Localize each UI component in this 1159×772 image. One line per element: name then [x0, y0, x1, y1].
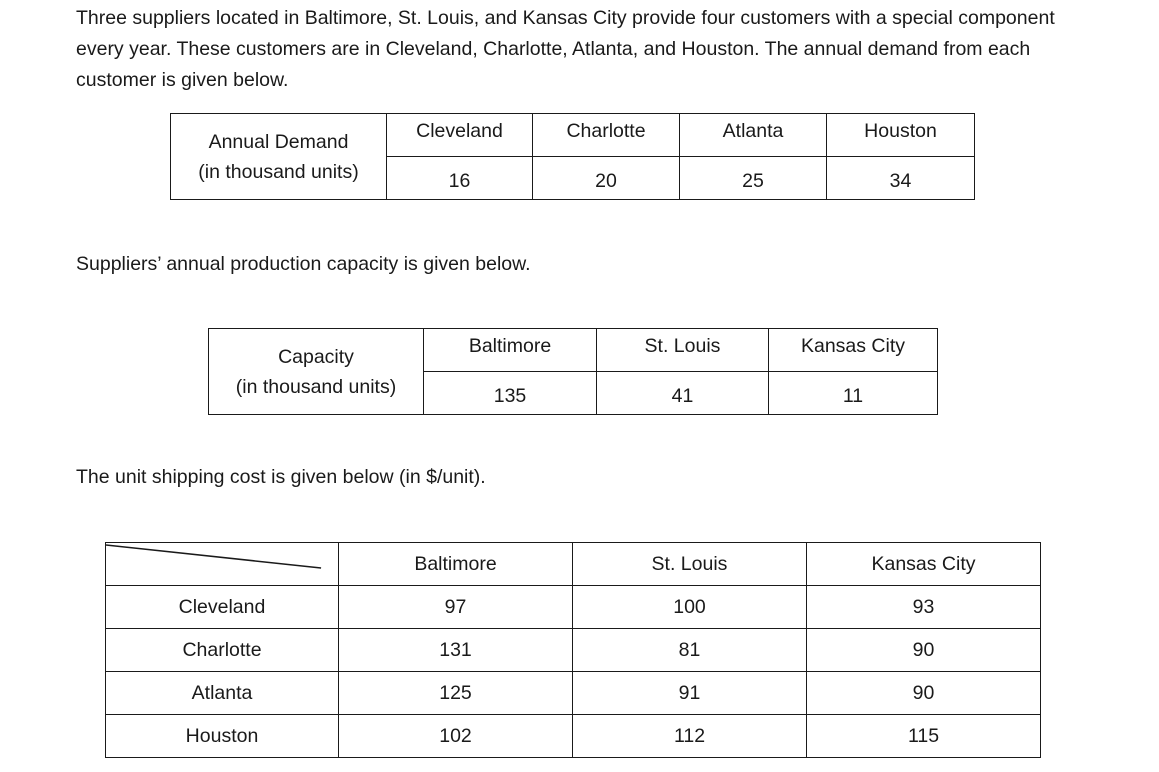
cost-supplier-header: Kansas City — [806, 542, 1041, 586]
cost-customer-label: Houston — [105, 714, 339, 758]
demand-value-row: 16 20 25 34 — [171, 156, 975, 200]
capacity-value-cell: 41 — [596, 371, 769, 415]
cost-value-cell: 100 — [572, 585, 807, 629]
cost-row: Houston 102 112 115 — [105, 714, 1041, 758]
cost-value-cell: 81 — [572, 628, 807, 672]
demand-customer-header: Cleveland — [386, 113, 533, 157]
demand-label-line2: (in thousand units) — [198, 160, 359, 183]
capacity-label-line2: (in thousand units) — [235, 375, 397, 398]
cost-value-cell: 102 — [338, 714, 573, 758]
capacity-label-line1: Capacity — [278, 345, 354, 368]
demand-header-row: Annual Demand (in thousand units) Clevel… — [170, 113, 975, 200]
cost-value-cell: 90 — [806, 671, 1041, 715]
cost-value-cell: 90 — [806, 628, 1041, 672]
demand-customer-header: Houston — [826, 113, 975, 157]
demand-value-cell: 20 — [532, 156, 680, 200]
capacity-supplier-header: Kansas City — [768, 328, 938, 372]
capacity-table: Capacity (in thousand units) Baltimore S… — [208, 328, 938, 415]
cost-supplier-header: St. Louis — [572, 542, 807, 586]
demand-customer-header: Atlanta — [679, 113, 827, 157]
capacity-value-row: 135 41 11 — [209, 371, 938, 415]
demand-value-cell: 34 — [826, 156, 975, 200]
cost-value-cell: 93 — [806, 585, 1041, 629]
supply-paragraph: Suppliers’ annual production capacity is… — [76, 253, 531, 275]
capacity-header-row: Capacity (in thousand units) Baltimore S… — [208, 328, 938, 415]
cost-row: Charlotte 131 81 90 — [105, 628, 1041, 672]
capacity-row-label: Capacity (in thousand units) — [208, 328, 424, 415]
cost-row: Atlanta 125 91 90 — [105, 671, 1041, 715]
cost-value-cell: 115 — [806, 714, 1041, 758]
cost-row: Cleveland 97 100 93 — [105, 585, 1041, 629]
cost-customer-label: Charlotte — [105, 628, 339, 672]
cost-value-cell: 125 — [338, 671, 573, 715]
cost-header-row: Baltimore St. Louis Kansas City — [105, 542, 1041, 586]
cost-value-cell: 97 — [338, 585, 573, 629]
cost-value-cell: 91 — [572, 671, 807, 715]
demand-value-cell: 25 — [679, 156, 827, 200]
cost-supplier-header: Baltimore — [338, 542, 573, 586]
cost-customer-label: Cleveland — [105, 585, 339, 629]
cost-value-cell: 112 — [572, 714, 807, 758]
cost-corner-cell — [105, 542, 339, 586]
demand-value-cell: 16 — [386, 156, 533, 200]
demand-label-line1: Annual Demand — [208, 130, 349, 153]
capacity-supplier-header: St. Louis — [596, 328, 769, 372]
shipping-cost-table: Baltimore St. Louis Kansas City Clevelan… — [105, 542, 1041, 758]
demand-row-label: Annual Demand (in thousand units) — [170, 113, 387, 200]
annual-demand-table: Annual Demand (in thousand units) Clevel… — [170, 113, 975, 200]
cost-value-cell: 131 — [338, 628, 573, 672]
capacity-value-cell: 135 — [423, 371, 597, 415]
diagonal-divider — [106, 544, 322, 569]
capacity-supplier-header: Baltimore — [423, 328, 597, 372]
intro-paragraph: Three suppliers located in Baltimore, St… — [76, 7, 1055, 91]
demand-customer-header: Charlotte — [532, 113, 680, 157]
cost-paragraph: The unit shipping cost is given below (i… — [76, 466, 486, 488]
capacity-value-cell: 11 — [768, 371, 938, 415]
cost-customer-label: Atlanta — [105, 671, 339, 715]
